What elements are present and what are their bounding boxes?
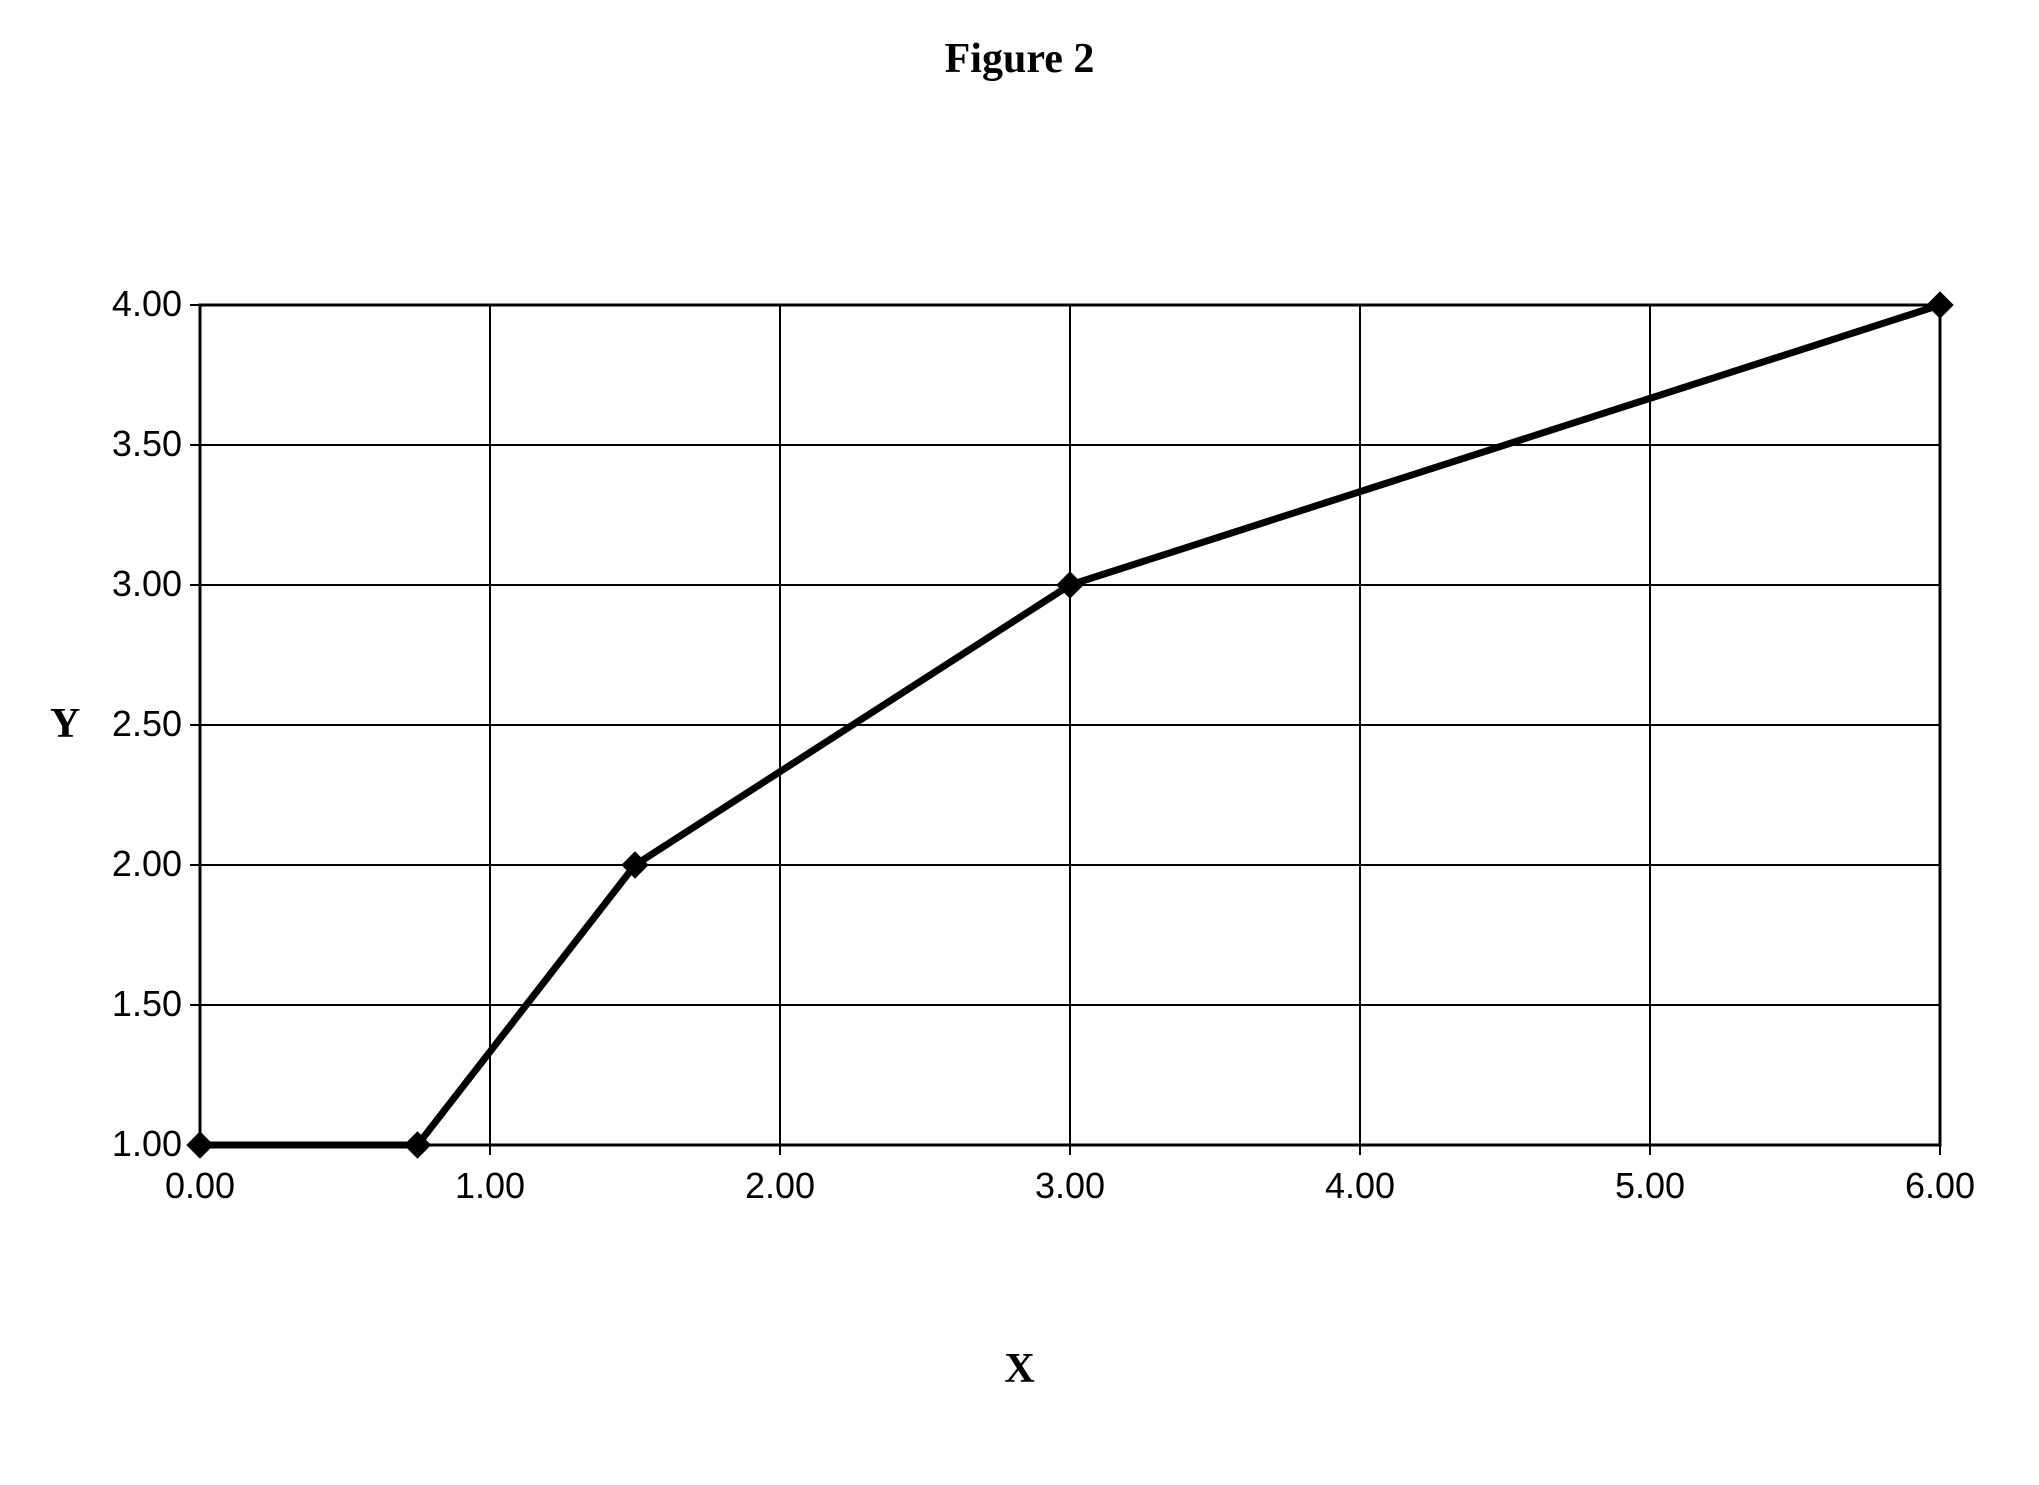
y-axis-label: Y [50,700,80,748]
y-tick-label: 1.50 [112,983,182,1025]
y-tick-label: 2.00 [112,843,182,885]
y-tick-label: 4.00 [112,283,182,325]
x-tick-label: 5.00 [1610,1165,1690,1207]
x-tick-label: 6.00 [1900,1165,1980,1207]
plot-area [200,305,1940,1145]
page: Figure 2 Y X 0.001.002.003.004.005.006.0… [0,0,2039,1485]
figure-title: Figure 2 [0,35,2039,83]
x-tick-label: 0.00 [160,1165,240,1207]
x-tick-label: 3.00 [1030,1165,1110,1207]
chart-svg [200,305,1940,1145]
y-tick-label: 1.00 [112,1123,182,1165]
x-axis-label: X [0,1345,2039,1393]
y-tick-label: 3.50 [112,423,182,465]
y-tick-label: 3.00 [112,563,182,605]
x-tick-label: 2.00 [740,1165,820,1207]
x-tick-label: 1.00 [450,1165,530,1207]
y-tick-label: 2.50 [112,703,182,745]
x-tick-label: 4.00 [1320,1165,1400,1207]
